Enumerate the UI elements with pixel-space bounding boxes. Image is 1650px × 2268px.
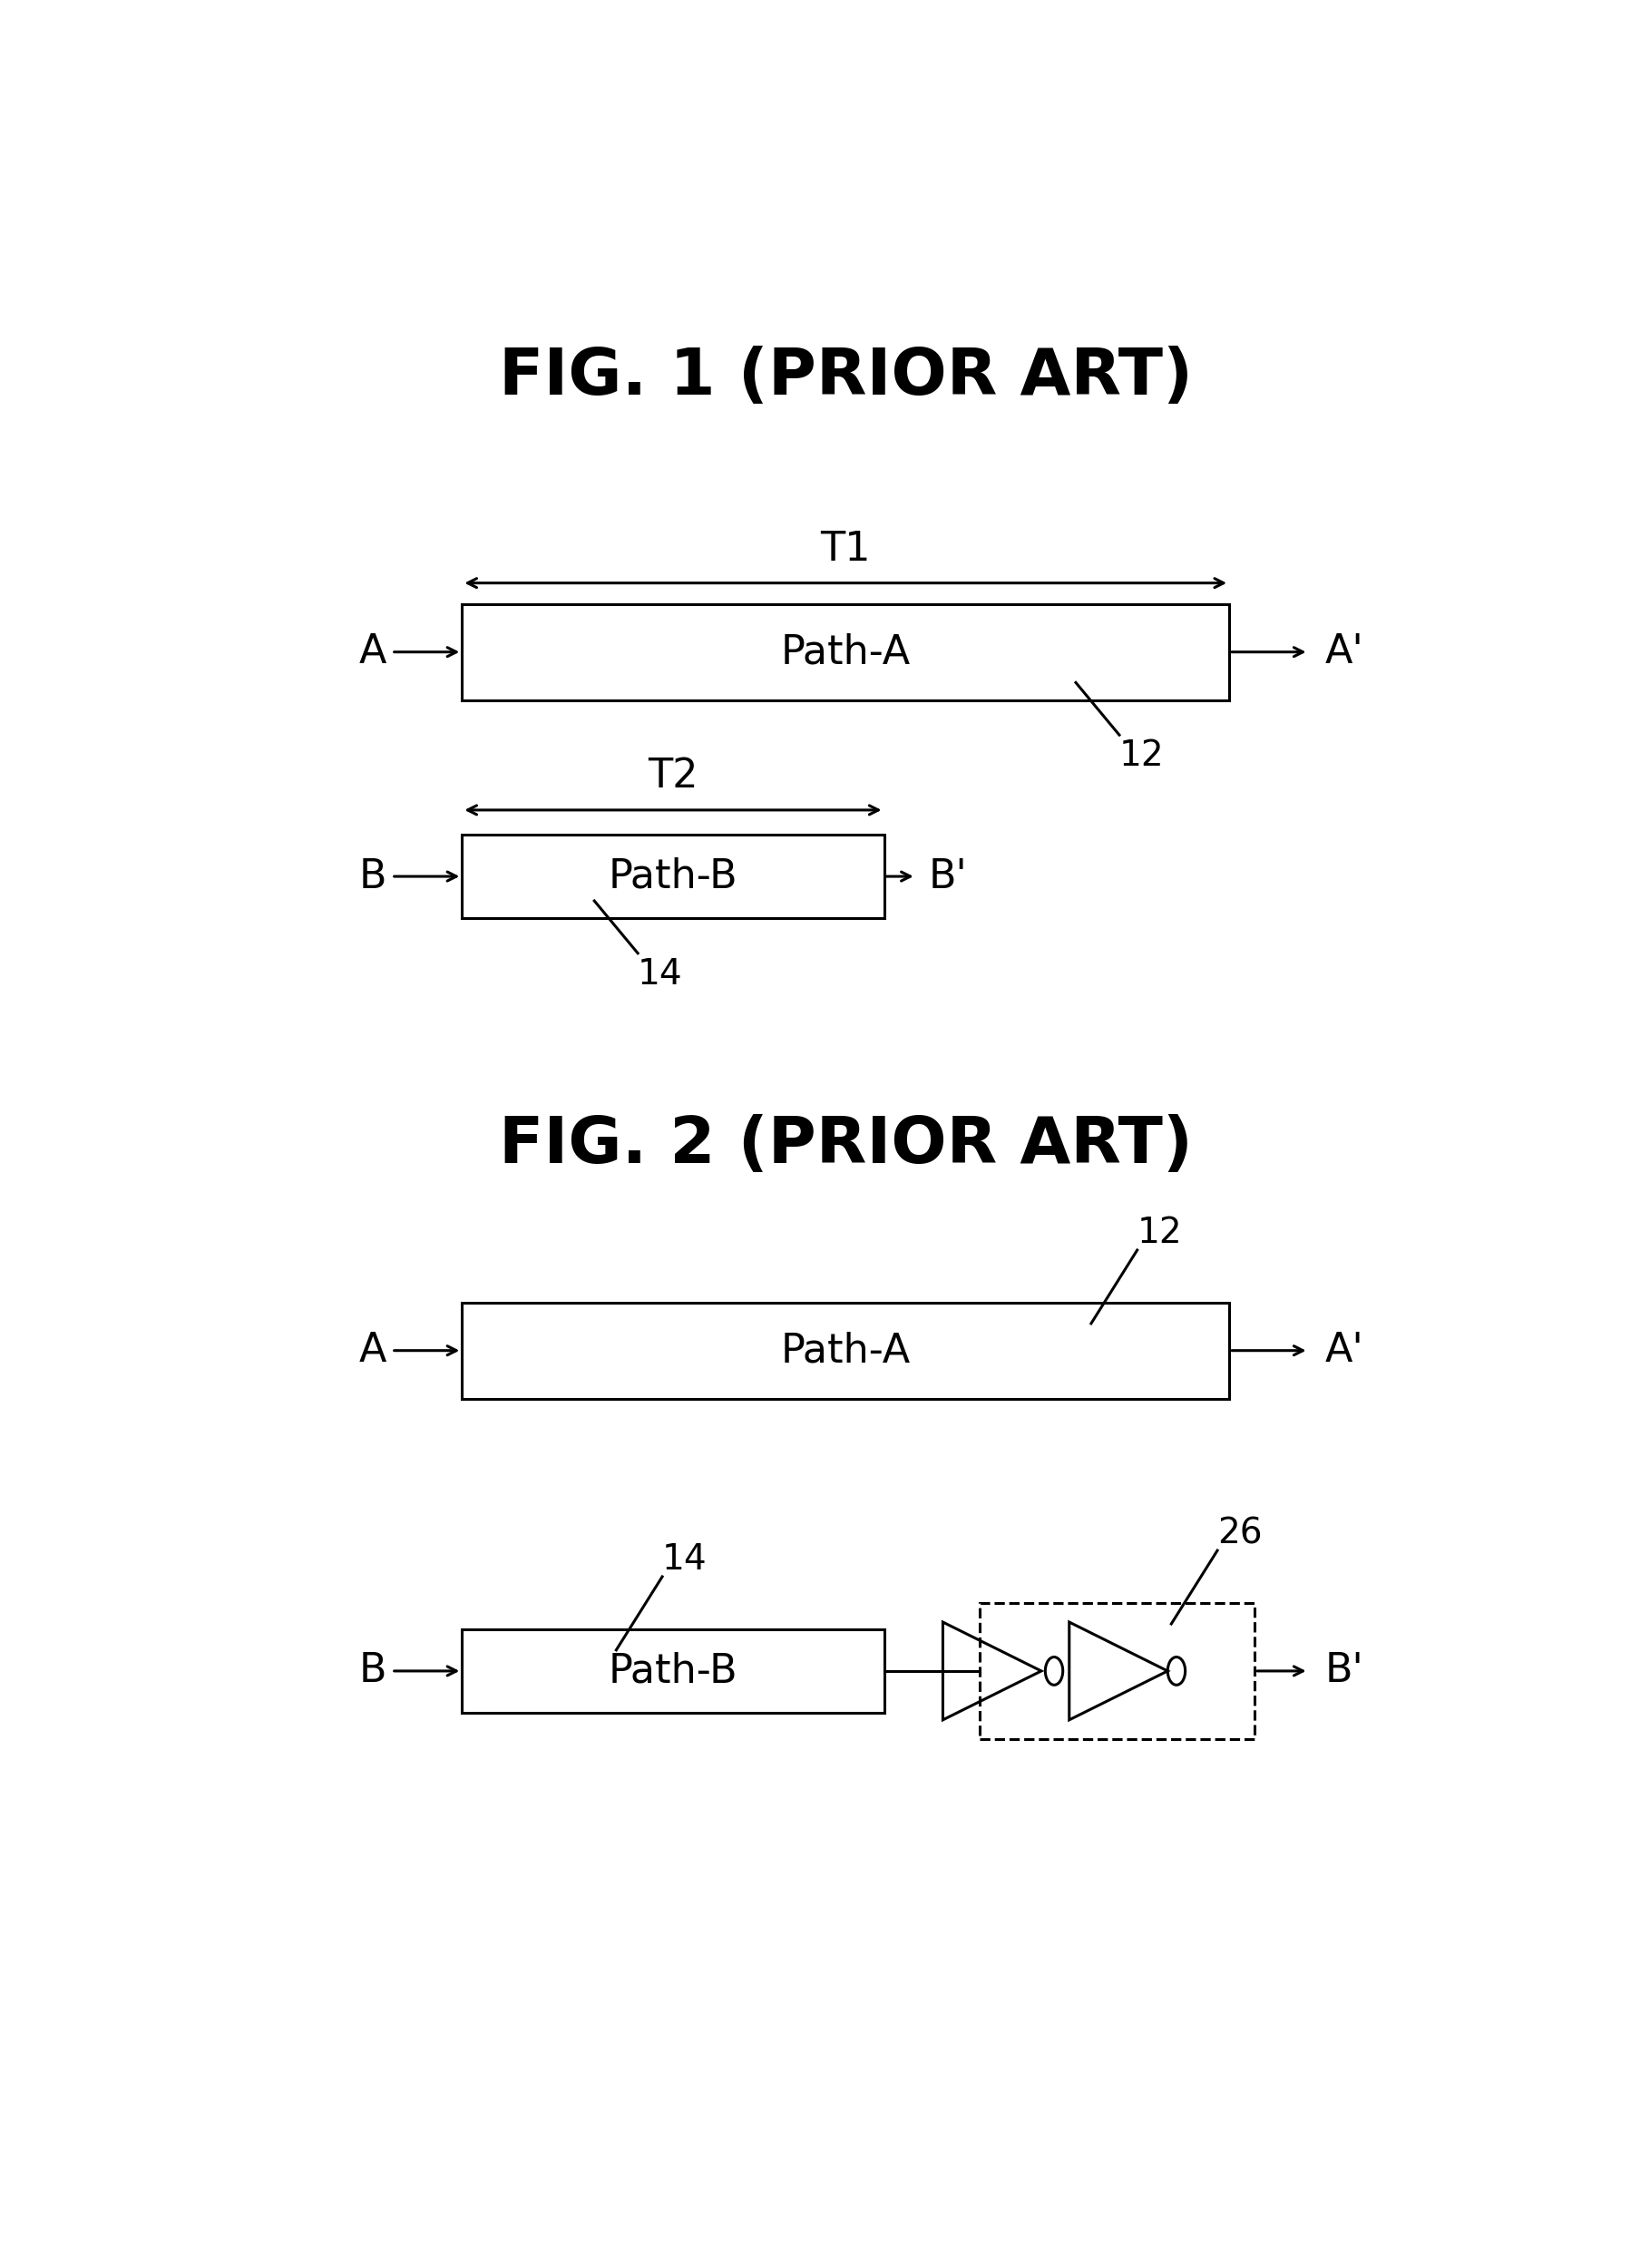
- Text: T1: T1: [820, 531, 871, 569]
- Text: B: B: [358, 857, 386, 896]
- Bar: [462, 603, 1229, 701]
- Bar: [462, 835, 884, 919]
- Text: Path-B: Path-B: [609, 1651, 738, 1690]
- Text: 14: 14: [662, 1542, 708, 1576]
- Text: A: A: [358, 1331, 386, 1370]
- Text: B: B: [358, 1651, 386, 1690]
- Text: Path-A: Path-A: [780, 1331, 911, 1370]
- Text: Path-B: Path-B: [609, 857, 738, 896]
- Text: 14: 14: [639, 957, 683, 991]
- Bar: [462, 1628, 884, 1712]
- Text: 12: 12: [1137, 1216, 1181, 1250]
- Text: A: A: [358, 633, 386, 671]
- Text: 12: 12: [1119, 739, 1165, 773]
- Text: FIG. 2 (PRIOR ART): FIG. 2 (PRIOR ART): [498, 1114, 1193, 1177]
- Text: Path-A: Path-A: [780, 633, 911, 671]
- Text: B': B': [929, 857, 967, 896]
- Text: B': B': [1325, 1651, 1365, 1690]
- Text: 26: 26: [1218, 1515, 1262, 1551]
- Bar: [980, 1603, 1256, 1740]
- Text: A': A': [1325, 633, 1365, 671]
- Text: T2: T2: [648, 758, 698, 796]
- Text: A': A': [1325, 1331, 1365, 1370]
- Bar: [462, 1302, 1229, 1399]
- Text: FIG. 1 (PRIOR ART): FIG. 1 (PRIOR ART): [498, 345, 1193, 408]
